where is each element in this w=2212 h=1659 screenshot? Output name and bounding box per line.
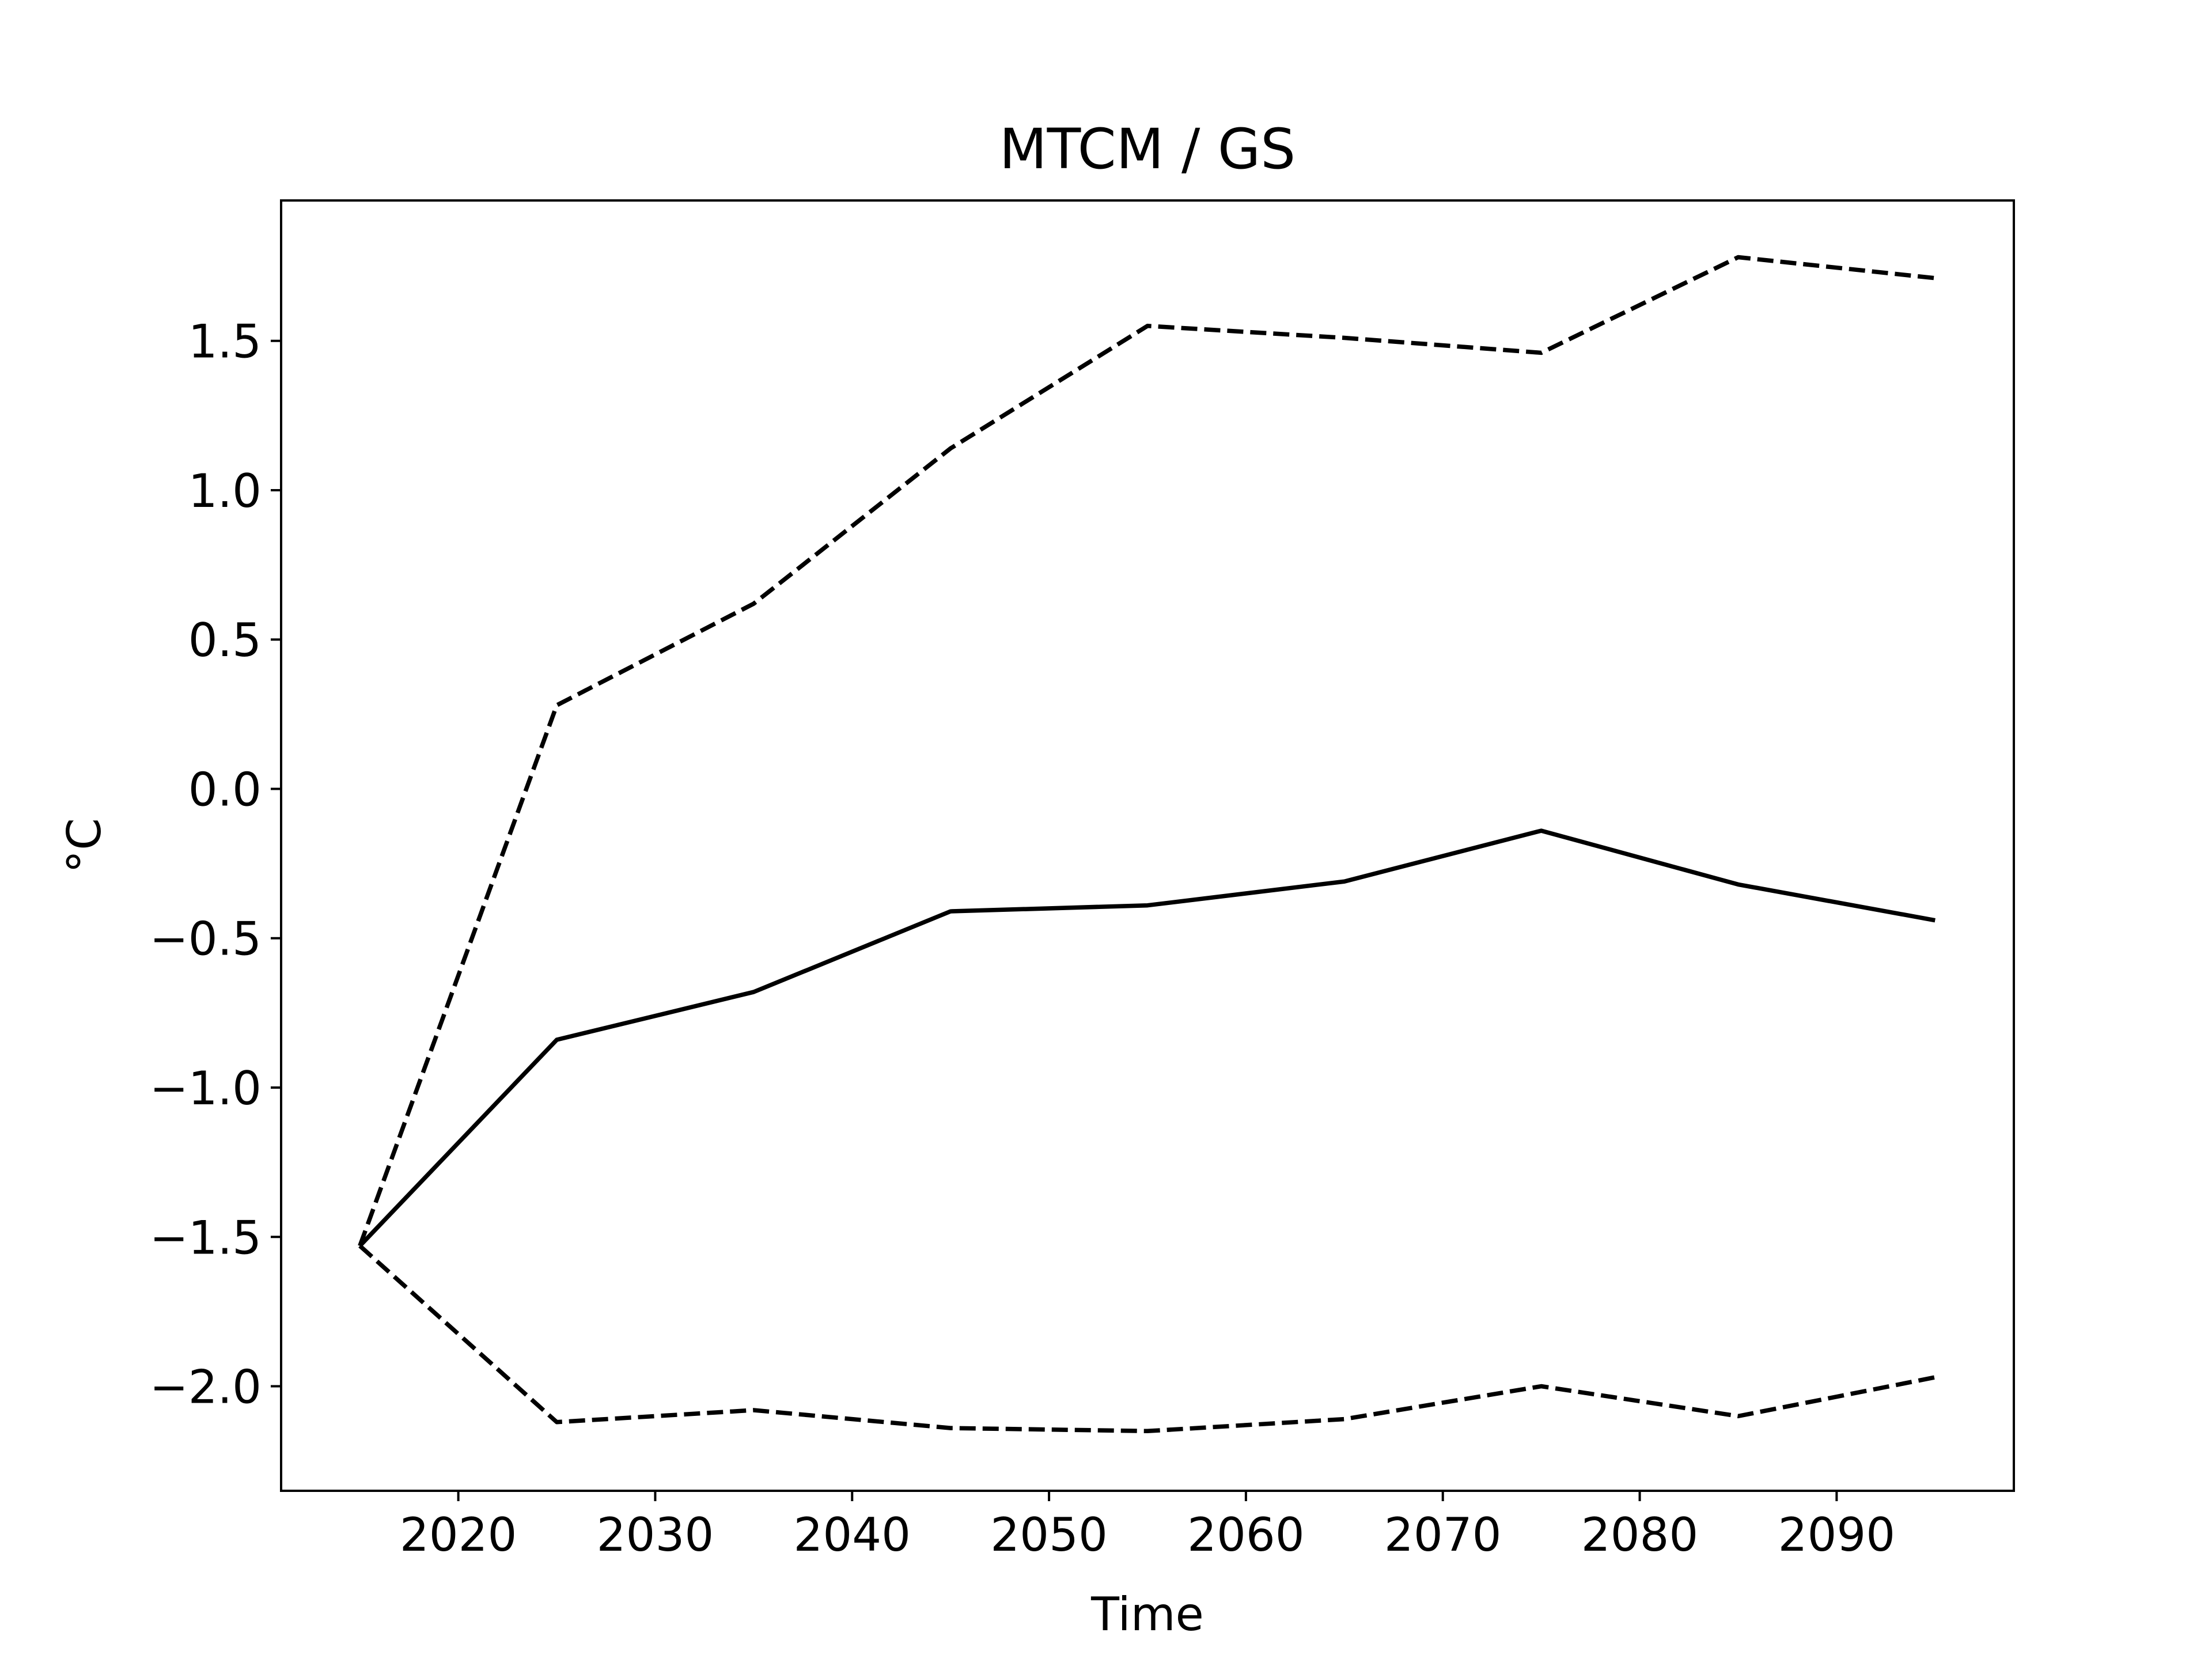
x-tick-label: 2090 — [1778, 1508, 1896, 1562]
x-axis: 2020 2030 2040 2050 2060 2070 2080 2090 — [400, 1491, 1895, 1562]
y-tick-label: 1.5 — [188, 315, 262, 369]
dashed-series-line-1 — [358, 255, 1936, 1247]
series-layer — [358, 255, 1936, 1434]
x-tick-label: 2080 — [1581, 1508, 1699, 1562]
plot-frame — [280, 199, 2015, 1492]
y-tick-label: −2.0 — [150, 1361, 262, 1414]
y-tick-label: −0.5 — [150, 912, 262, 966]
y-tick-label: 0.0 — [188, 763, 262, 816]
y-tick-label: 1.0 — [188, 464, 262, 518]
x-tick-label: 2020 — [400, 1508, 517, 1562]
y-tick-label: −1.0 — [150, 1062, 262, 1115]
x-tick-label: 2050 — [990, 1508, 1108, 1562]
x-tick-label: 2070 — [1384, 1508, 1502, 1562]
y-tick-label: 0.5 — [188, 613, 262, 667]
y-axis-title: °C — [58, 818, 111, 873]
x-tick-label: 2040 — [793, 1508, 911, 1562]
dashed-series-line-2 — [358, 1244, 1936, 1434]
chart-title: MTCM / GS — [999, 117, 1296, 181]
x-tick-label: 2060 — [1187, 1508, 1305, 1562]
x-axis-title: Time — [1090, 1588, 1204, 1641]
solid-series-line — [358, 828, 1936, 1248]
x-tick-label: 2030 — [597, 1508, 714, 1562]
y-tick-label: −1.5 — [150, 1211, 262, 1264]
y-axis: 1.5 1.0 0.5 0.0 −0.5 −1.0 −1.5 −2.0 — [150, 315, 281, 1414]
